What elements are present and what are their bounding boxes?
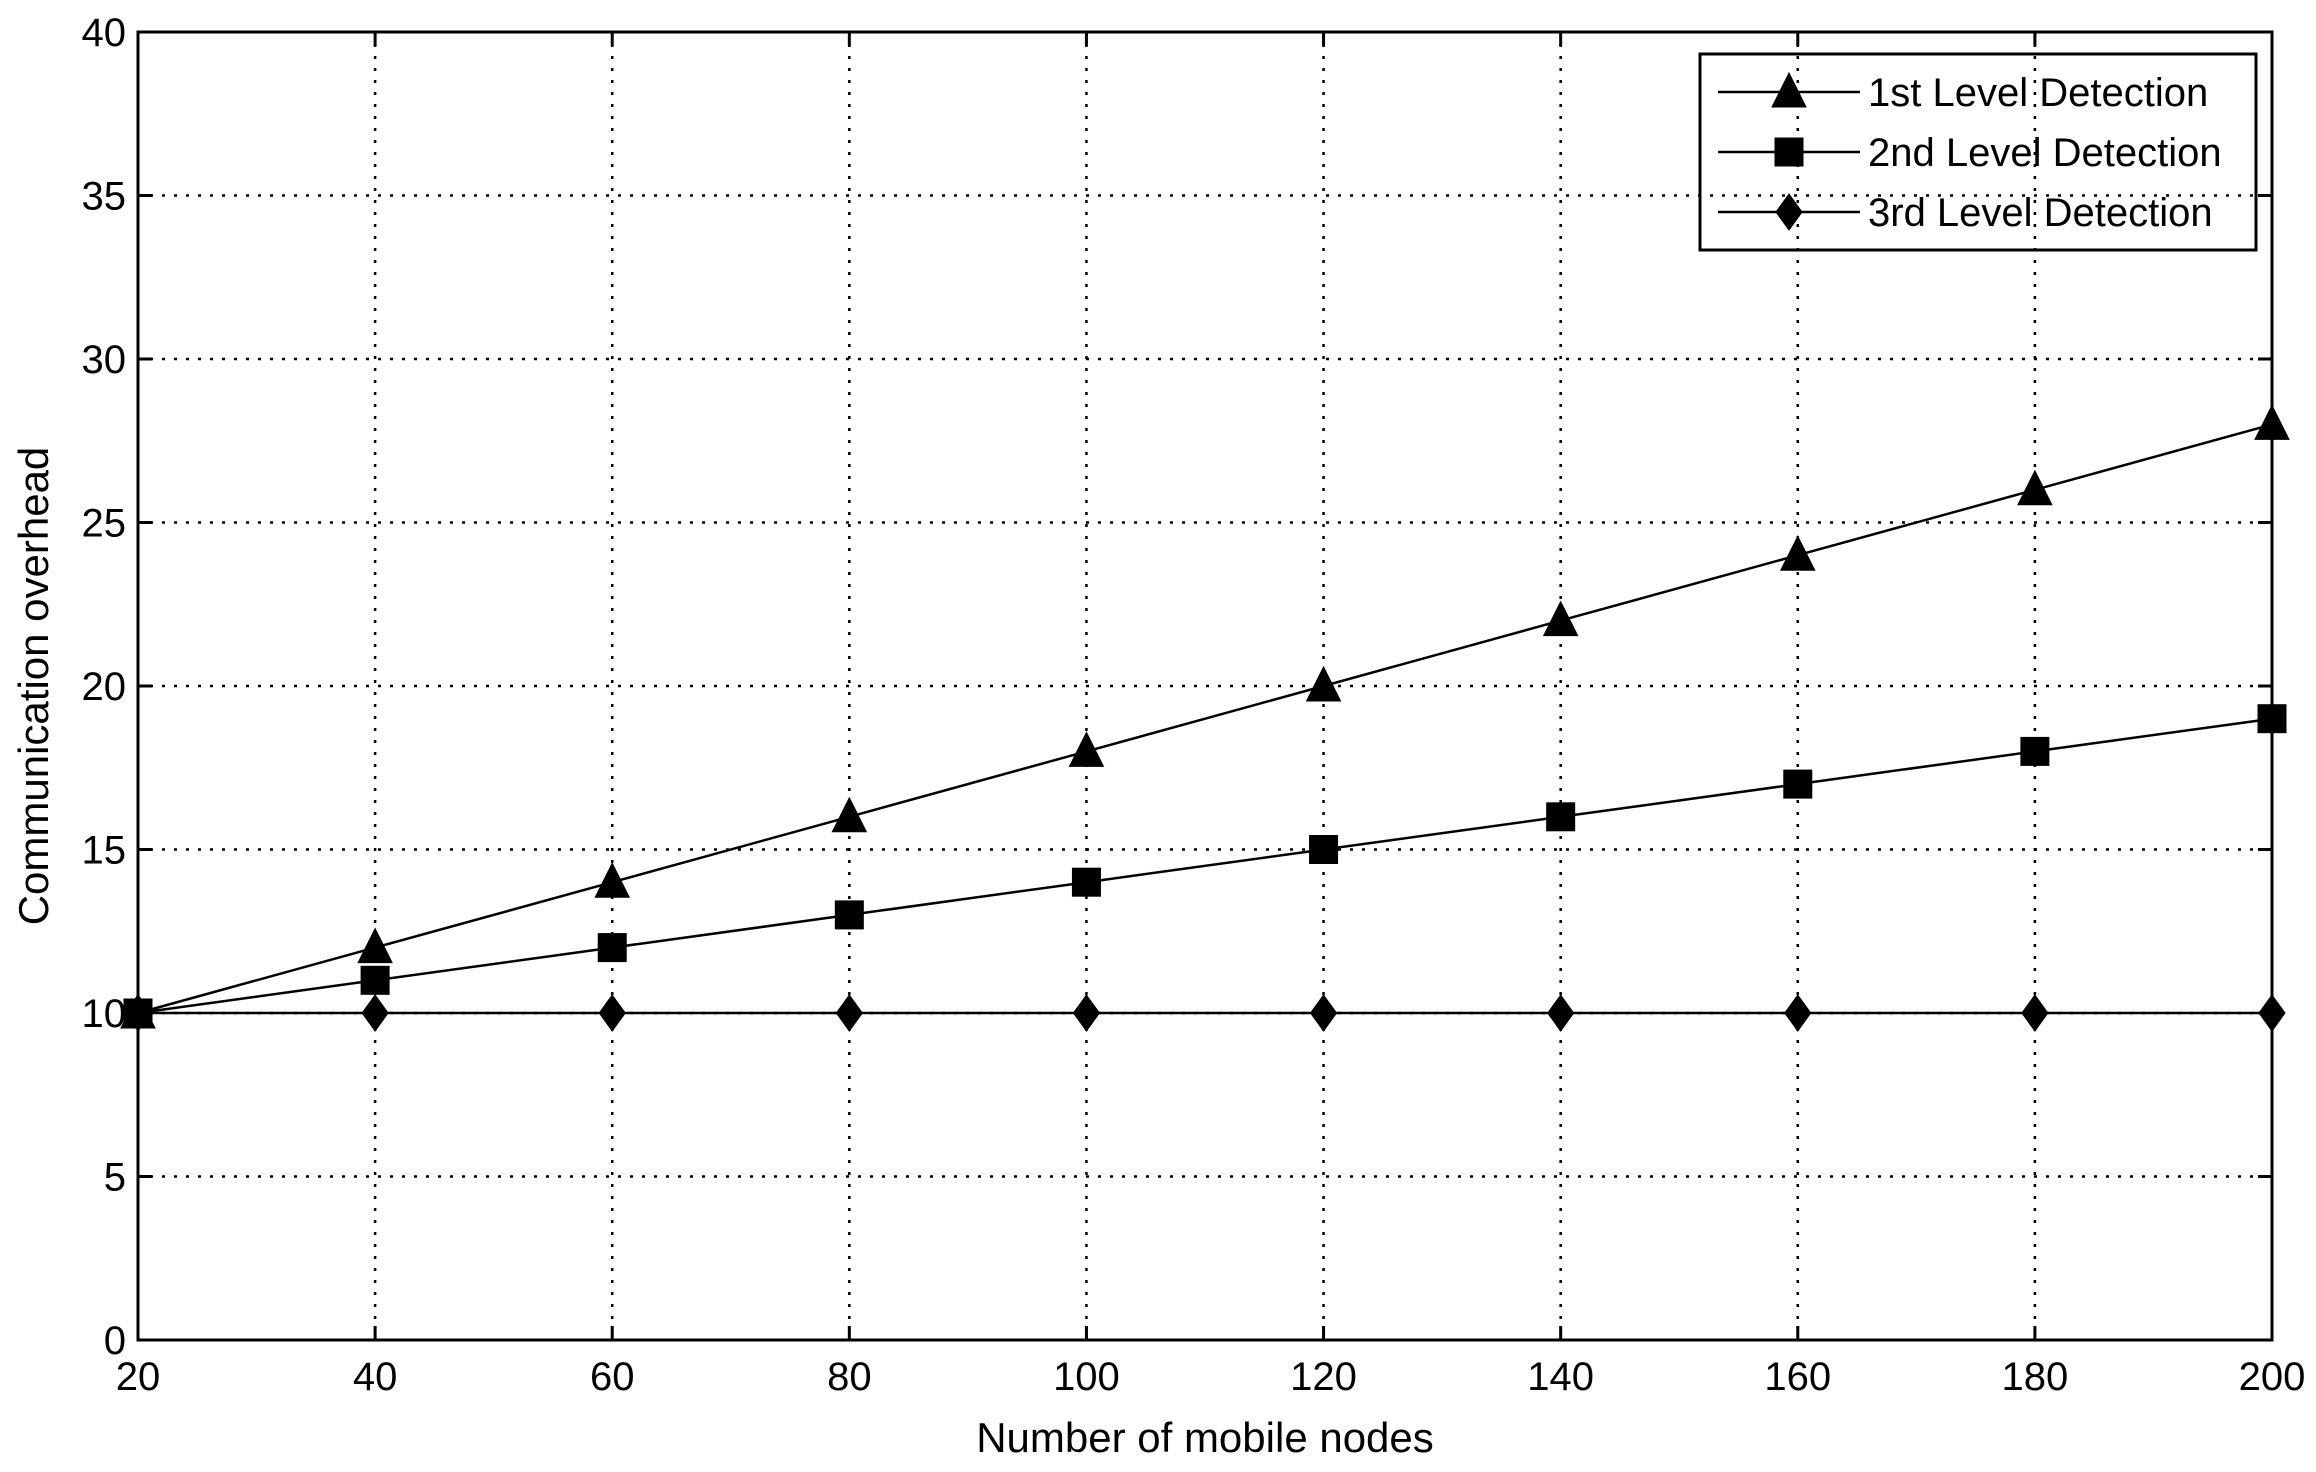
y-tick-label: 20 bbox=[82, 665, 127, 709]
legend-entry: 2nd Level Detection bbox=[1718, 131, 2222, 175]
x-tick-label: 60 bbox=[590, 1355, 635, 1399]
legend-marker bbox=[1774, 137, 1804, 167]
legend-entry: 3rd Level Detection bbox=[1718, 191, 2213, 235]
x-tick-label: 80 bbox=[827, 1355, 872, 1399]
legend-label: 3rd Level Detection bbox=[1868, 191, 2213, 235]
data-point bbox=[834, 900, 864, 930]
data-point bbox=[357, 927, 393, 964]
y-tick-label: 15 bbox=[82, 829, 127, 873]
data-point bbox=[1783, 769, 1813, 799]
data-point bbox=[1784, 994, 1812, 1032]
data-point bbox=[598, 994, 626, 1032]
data-point bbox=[1546, 802, 1576, 832]
data-point bbox=[831, 796, 868, 833]
data-point bbox=[1779, 535, 1816, 571]
data-point bbox=[594, 862, 631, 898]
x-tick-label: 100 bbox=[1053, 1355, 1120, 1399]
legend-label: 1st Level Detection bbox=[1868, 71, 2208, 115]
y-tick-label: 10 bbox=[82, 992, 127, 1036]
legend-marker bbox=[1771, 71, 1807, 108]
data-point bbox=[1305, 665, 1342, 702]
series-3 bbox=[124, 994, 2286, 1032]
legend-marker bbox=[1775, 193, 1803, 231]
data-point bbox=[1072, 994, 1101, 1032]
x-tick-label: 160 bbox=[1764, 1355, 1831, 1399]
y-tick-label: 30 bbox=[82, 338, 127, 382]
y-tick-label: 5 bbox=[104, 1156, 126, 1200]
series-group bbox=[120, 404, 2290, 1032]
data-point bbox=[1068, 731, 1105, 767]
series-2 bbox=[123, 704, 2287, 1028]
legend: 1st Level Detection 2nd Level Detection 3r… bbox=[1698, 52, 2258, 252]
legend-entry: 1st Level Detection bbox=[1718, 71, 2208, 115]
data-point bbox=[361, 994, 389, 1032]
legend-label: 2nd Level Detection bbox=[1868, 131, 2222, 175]
x-tick-label: 120 bbox=[1290, 1355, 1357, 1399]
data-point bbox=[1071, 867, 1101, 897]
x-tick-label: 140 bbox=[1527, 1355, 1594, 1399]
series-line bbox=[137, 423, 2273, 1015]
data-point bbox=[1542, 600, 1579, 637]
x-tick-label: 180 bbox=[2002, 1355, 2069, 1399]
data-point bbox=[2020, 736, 2050, 766]
axis-ticks: 20 40 60 80 100 120 140 160 180 200 0 5 10 15 20 25 30 35… bbox=[82, 11, 2306, 1399]
series-line bbox=[137, 717, 2273, 1015]
x-tick-label: 200 bbox=[2239, 1355, 2306, 1399]
data-point bbox=[2257, 704, 2287, 734]
y-tick-label: 35 bbox=[82, 175, 127, 219]
data-point bbox=[2258, 994, 2286, 1032]
x-tick-label: 20 bbox=[116, 1355, 161, 1399]
x-tick-label: 40 bbox=[353, 1355, 398, 1399]
data-point bbox=[1547, 994, 1575, 1032]
x-axis-label: Number of mobile nodes bbox=[976, 1414, 1434, 1461]
data-point bbox=[2021, 994, 2049, 1032]
data-point bbox=[360, 965, 390, 995]
data-point bbox=[835, 994, 863, 1032]
data-point bbox=[124, 994, 152, 1032]
y-tick-label: 40 bbox=[82, 11, 127, 55]
data-point bbox=[2017, 469, 2053, 506]
y-tick-label: 0 bbox=[104, 1319, 126, 1363]
data-point bbox=[1309, 994, 1338, 1032]
data-point bbox=[1309, 835, 1339, 864]
data-point bbox=[2254, 404, 2290, 440]
y-tick-label: 25 bbox=[82, 502, 127, 546]
data-point bbox=[597, 933, 627, 963]
series-1 bbox=[120, 404, 2290, 1029]
legend-box bbox=[1698, 52, 2258, 252]
y-axis-label: Communication overhead bbox=[10, 447, 57, 926]
